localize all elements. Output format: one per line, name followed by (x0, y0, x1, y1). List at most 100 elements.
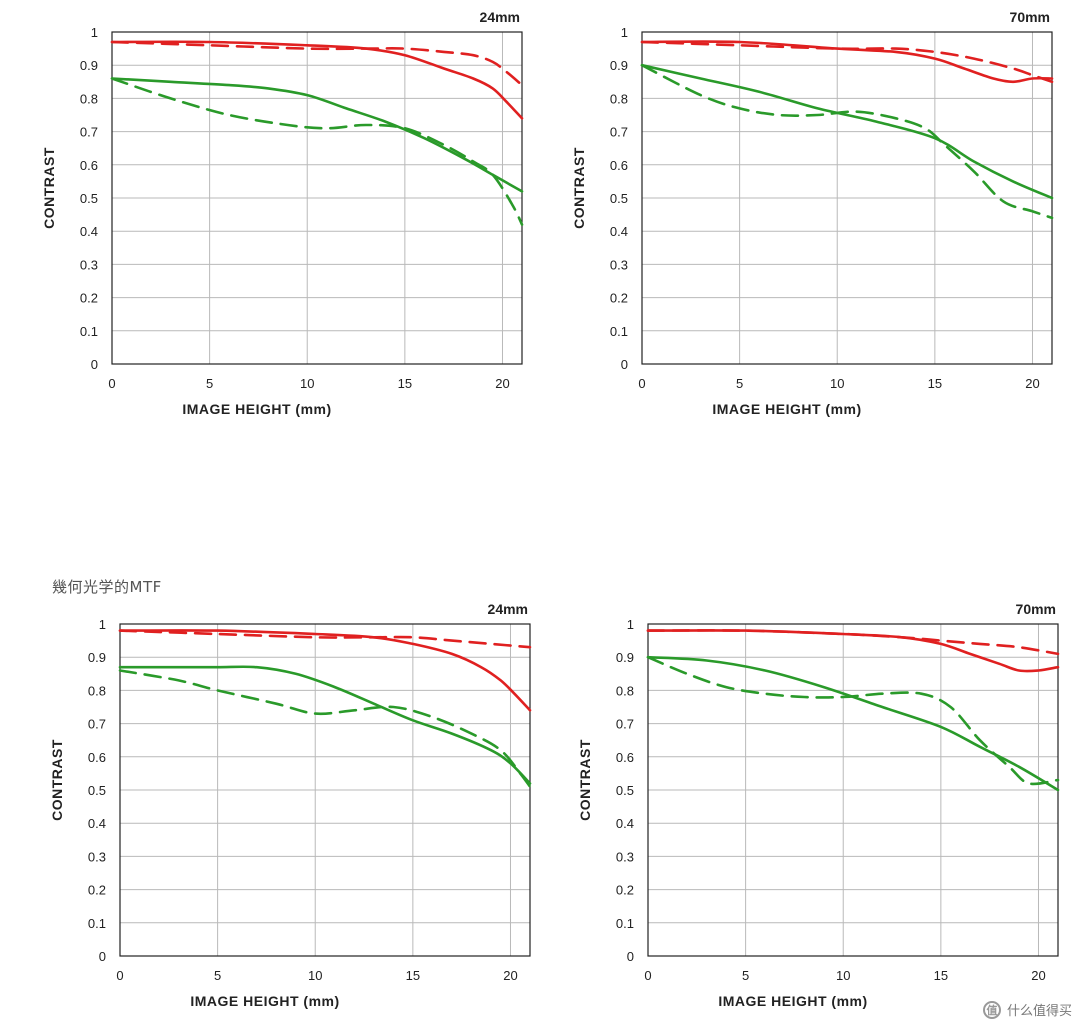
x-tick-label: 0 (108, 376, 115, 391)
x-tick-label: 0 (638, 376, 645, 391)
watermark: 值 什么值得买 (982, 1000, 1072, 1019)
x-axis-label: IMAGE HEIGHT (mm) (712, 401, 861, 417)
y-tick-label: 0.9 (88, 650, 106, 665)
x-tick-label: 20 (1025, 376, 1039, 391)
y-tick-label: 0 (627, 949, 634, 964)
y-tick-label: 0.5 (88, 783, 106, 798)
x-tick-label: 20 (495, 376, 509, 391)
y-tick-label: 0 (99, 949, 106, 964)
y-tick-label: 0.1 (88, 916, 106, 931)
y-axis-label: CONTRAST (571, 147, 587, 229)
mtf-chart-svg: 00.10.20.30.40.50.60.70.80.910 5 10 15 2070m… (577, 601, 1060, 1009)
y-tick-label: 0.1 (80, 324, 98, 339)
y-tick-label: 0.8 (616, 683, 634, 698)
y-tick-label: 0.5 (80, 191, 98, 206)
x-axis-label: IMAGE HEIGHT (mm) (718, 993, 867, 1009)
section-caption: 幾何光学的MTF (52, 578, 162, 596)
series-line-red-dashed (640, 40, 1054, 84)
y-tick-label: 0.2 (616, 883, 634, 898)
series-line-red-solid (118, 629, 532, 712)
y-tick-label: 0.7 (616, 717, 634, 732)
y-tick-label: 0.7 (80, 125, 98, 140)
y-tick-label: 0.4 (610, 224, 628, 239)
y-tick-label: 0 (621, 357, 628, 372)
x-axis-label: IMAGE HEIGHT (mm) (190, 993, 339, 1009)
series-line-green-dashed (640, 63, 1054, 220)
x-axis-label: IMAGE HEIGHT (mm) (182, 401, 331, 417)
x-tick-label: 5 (736, 376, 743, 391)
series-line-green-dashed (110, 77, 524, 226)
y-tick-label: 0.1 (610, 324, 628, 339)
y-tick-label: 0.4 (80, 224, 98, 239)
plot-frame (119, 623, 531, 957)
y-tick-label: 0.2 (88, 883, 106, 898)
y-tick-label: 0 (91, 357, 98, 372)
x-tick-label: 5 (214, 968, 221, 983)
chart-title: 24mm (488, 601, 528, 617)
x-tick-label: 15 (406, 968, 420, 983)
x-tick-label: 0 (116, 968, 123, 983)
series-line-red-dashed (118, 629, 532, 649)
y-tick-label: 0.6 (610, 158, 628, 173)
y-tick-label: 1 (91, 25, 98, 40)
y-tick-label: 0.7 (610, 125, 628, 140)
x-tick-label: 10 (300, 376, 314, 391)
series-line-green-solid (640, 63, 1054, 200)
chart-title: 70mm (1016, 601, 1056, 617)
y-tick-label: 0.6 (88, 750, 106, 765)
mtf-chart-svg: 00.10.20.30.40.50.60.70.80.910 5 10 15 2024m… (49, 601, 532, 1009)
x-tick-label: 20 (1031, 968, 1045, 983)
y-axis-label: CONTRAST (577, 739, 593, 821)
mtf-chart-24mm-top: 0 0.1 0.2 0.3 0.4 0.5 0.6 0.7 0.8 0.9 1 0 5 10 15 20 24m… (30, 0, 530, 420)
mtf-chart-24mm-bottom: 0 0.1 0.2 0.3 0.4 0.5 0.6 0.7 0.8 0.9 1 0 5 10 15 20 24m… (38, 592, 538, 1012)
plot-frame (111, 31, 523, 365)
grid (647, 623, 1058, 957)
grid (641, 31, 1052, 365)
x-tick-label: 15 (398, 376, 412, 391)
series-line-green-solid (118, 665, 532, 785)
x-tick-label: 10 (308, 968, 322, 983)
x-tick-label: 0 (644, 968, 651, 983)
grid (119, 623, 530, 957)
y-tick-label: 0.3 (616, 849, 634, 864)
series-line-red-dashed (646, 629, 1060, 656)
x-tick-label: 5 (206, 376, 213, 391)
y-tick-label: 0.6 (80, 158, 98, 173)
series-line-green-solid (110, 77, 524, 193)
series-line-green-dashed (118, 669, 532, 788)
y-tick-label: 0.6 (616, 750, 634, 765)
y-tick-label: 0.3 (80, 257, 98, 272)
mtf-chart-70mm-top: 0 0.1 0.2 0.3 0.4 0.5 0.6 0.7 0.8 0.9 1 0 5 10 15 20 70m… (560, 0, 1060, 420)
mtf-chart-70mm-bottom: 0 0.1 0.2 0.3 0.4 0.5 0.6 0.7 0.8 0.9 1 0 5 10 15 20 70m… (566, 592, 1066, 1012)
y-tick-label: 0.8 (610, 91, 628, 106)
series-line-green-solid (646, 655, 1060, 792)
y-tick-label: 0.1 (616, 916, 634, 931)
y-tick-label: 0.5 (610, 191, 628, 206)
mtf-chart-svg: 00.10.20.30.40.50.60.70.80.910 5 10 15 2024m… (41, 9, 524, 417)
y-tick-label: 0.8 (80, 91, 98, 106)
series-line-red-solid (646, 629, 1060, 673)
mtf-chart-svg: 00.10.20.30.40.50.60.70.80.910 5 10 15 2070m… (571, 9, 1054, 417)
y-tick-label: 0.4 (88, 816, 106, 831)
x-tick-label: 5 (742, 968, 749, 983)
y-tick-label: 1 (99, 617, 106, 632)
series-line-green-dashed (646, 655, 1060, 786)
y-tick-label: 0.9 (616, 650, 634, 665)
chart-title: 24mm (480, 9, 520, 25)
y-tick-label: 0.5 (616, 783, 634, 798)
y-tick-label: 0.3 (610, 257, 628, 272)
y-tick-label: 0.9 (610, 58, 628, 73)
x-tick-label: 10 (836, 968, 850, 983)
y-tick-label: 0.9 (80, 58, 98, 73)
y-tick-label: 0.3 (88, 849, 106, 864)
y-tick-label: 0.8 (88, 683, 106, 698)
series-line-red-dashed (110, 40, 524, 87)
y-tick-label: 0.2 (610, 291, 628, 306)
y-tick-label: 0.7 (88, 717, 106, 732)
x-tick-label: 10 (830, 376, 844, 391)
watermark-text: 什么值得买 (1006, 1004, 1072, 1019)
x-tick-label: 15 (934, 968, 948, 983)
x-tick-label: 20 (503, 968, 517, 983)
y-axis-label: CONTRAST (41, 147, 57, 229)
y-tick-label: 0.2 (80, 291, 98, 306)
